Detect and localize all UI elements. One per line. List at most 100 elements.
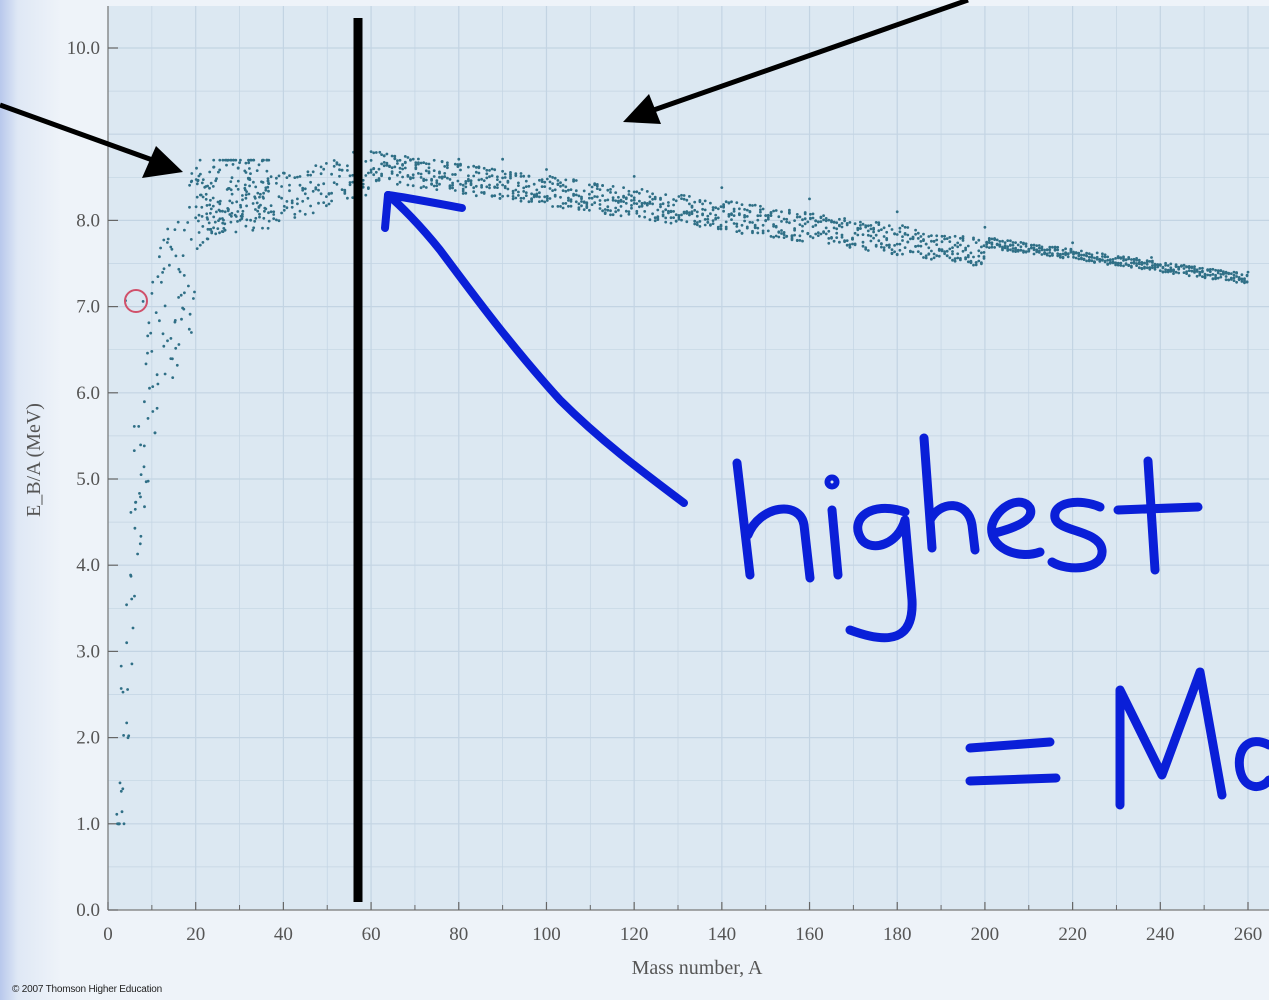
data-point xyxy=(174,254,178,258)
data-point xyxy=(1011,247,1015,250)
data-point xyxy=(253,196,257,200)
data-point xyxy=(909,237,912,241)
data-point xyxy=(432,184,436,188)
data-point xyxy=(1237,276,1241,279)
data-point xyxy=(972,255,975,259)
data-point xyxy=(155,406,159,410)
data-point xyxy=(793,233,796,237)
data-point xyxy=(811,216,815,220)
data-point xyxy=(269,204,273,208)
data-point xyxy=(1006,245,1010,249)
data-point xyxy=(727,201,731,205)
data-point xyxy=(614,206,618,210)
data-point xyxy=(711,219,715,223)
data-point xyxy=(189,180,193,184)
data-point xyxy=(440,160,444,163)
data-point xyxy=(1082,257,1086,261)
data-point xyxy=(977,254,981,258)
data-point xyxy=(1148,266,1152,269)
data-point xyxy=(456,163,460,166)
data-point xyxy=(959,236,962,240)
data-point xyxy=(919,244,923,248)
data-point xyxy=(567,199,570,202)
data-point xyxy=(163,372,167,376)
data-point xyxy=(1027,249,1031,253)
data-point xyxy=(325,195,328,199)
data-point xyxy=(532,193,536,197)
data-point xyxy=(424,178,428,182)
data-point xyxy=(225,158,228,162)
data-point xyxy=(424,169,428,173)
data-point xyxy=(903,225,907,229)
data-point xyxy=(244,224,248,228)
data-point xyxy=(1069,250,1073,254)
data-point xyxy=(1061,252,1065,256)
data-point xyxy=(351,196,355,200)
data-point xyxy=(782,231,786,234)
data-point xyxy=(716,227,720,231)
data-point xyxy=(1119,261,1123,265)
tick-marks xyxy=(107,47,1249,911)
data-point xyxy=(611,185,615,188)
data-point xyxy=(898,242,902,246)
data-point xyxy=(901,224,904,228)
data-point xyxy=(895,253,899,257)
data-point xyxy=(543,200,547,204)
data-point xyxy=(438,182,441,186)
data-point xyxy=(590,203,594,207)
data-point xyxy=(948,236,952,239)
data-point xyxy=(827,241,831,245)
data-point xyxy=(517,181,520,185)
data-point xyxy=(201,241,205,244)
data-point xyxy=(874,221,878,224)
data-point xyxy=(703,199,707,203)
data-point xyxy=(538,191,541,195)
data-point xyxy=(606,208,610,212)
data-point xyxy=(980,262,983,266)
data-point xyxy=(1243,281,1246,285)
data-point xyxy=(719,227,723,231)
data-point xyxy=(1137,262,1141,266)
data-point xyxy=(969,260,973,264)
data-point xyxy=(548,197,552,200)
data-point xyxy=(290,199,294,203)
data-point xyxy=(121,787,125,791)
data-point xyxy=(843,219,846,223)
data-point xyxy=(146,351,149,355)
data-point xyxy=(672,210,675,213)
data-point xyxy=(1201,270,1204,274)
data-point xyxy=(940,249,944,253)
data-point xyxy=(556,183,560,187)
data-point xyxy=(317,183,320,187)
data-point xyxy=(519,175,523,178)
data-point xyxy=(759,210,762,214)
data-point xyxy=(488,175,491,179)
data-point xyxy=(303,212,307,216)
data-point xyxy=(901,235,904,239)
data-point xyxy=(409,176,412,180)
data-point xyxy=(240,217,244,221)
data-point xyxy=(667,209,670,213)
data-point xyxy=(296,175,299,179)
data-point xyxy=(309,180,312,184)
data-point xyxy=(485,172,489,176)
data-point xyxy=(1135,262,1138,265)
data-point xyxy=(937,249,941,252)
data-point xyxy=(1037,244,1041,247)
data-point xyxy=(987,246,991,250)
data-point xyxy=(582,208,586,212)
data-point xyxy=(215,210,218,214)
data-point xyxy=(1003,244,1007,247)
data-point xyxy=(761,207,765,211)
data-point xyxy=(693,219,697,223)
data-point xyxy=(659,205,662,209)
data-point xyxy=(703,218,707,221)
data-point xyxy=(840,233,844,237)
data-point xyxy=(785,234,789,238)
data-point xyxy=(1011,243,1015,247)
data-point xyxy=(624,197,628,201)
data-point xyxy=(1151,266,1154,270)
data-point xyxy=(932,252,936,256)
y-tick-label: 5.0 xyxy=(76,469,100,490)
data-point xyxy=(137,425,141,428)
